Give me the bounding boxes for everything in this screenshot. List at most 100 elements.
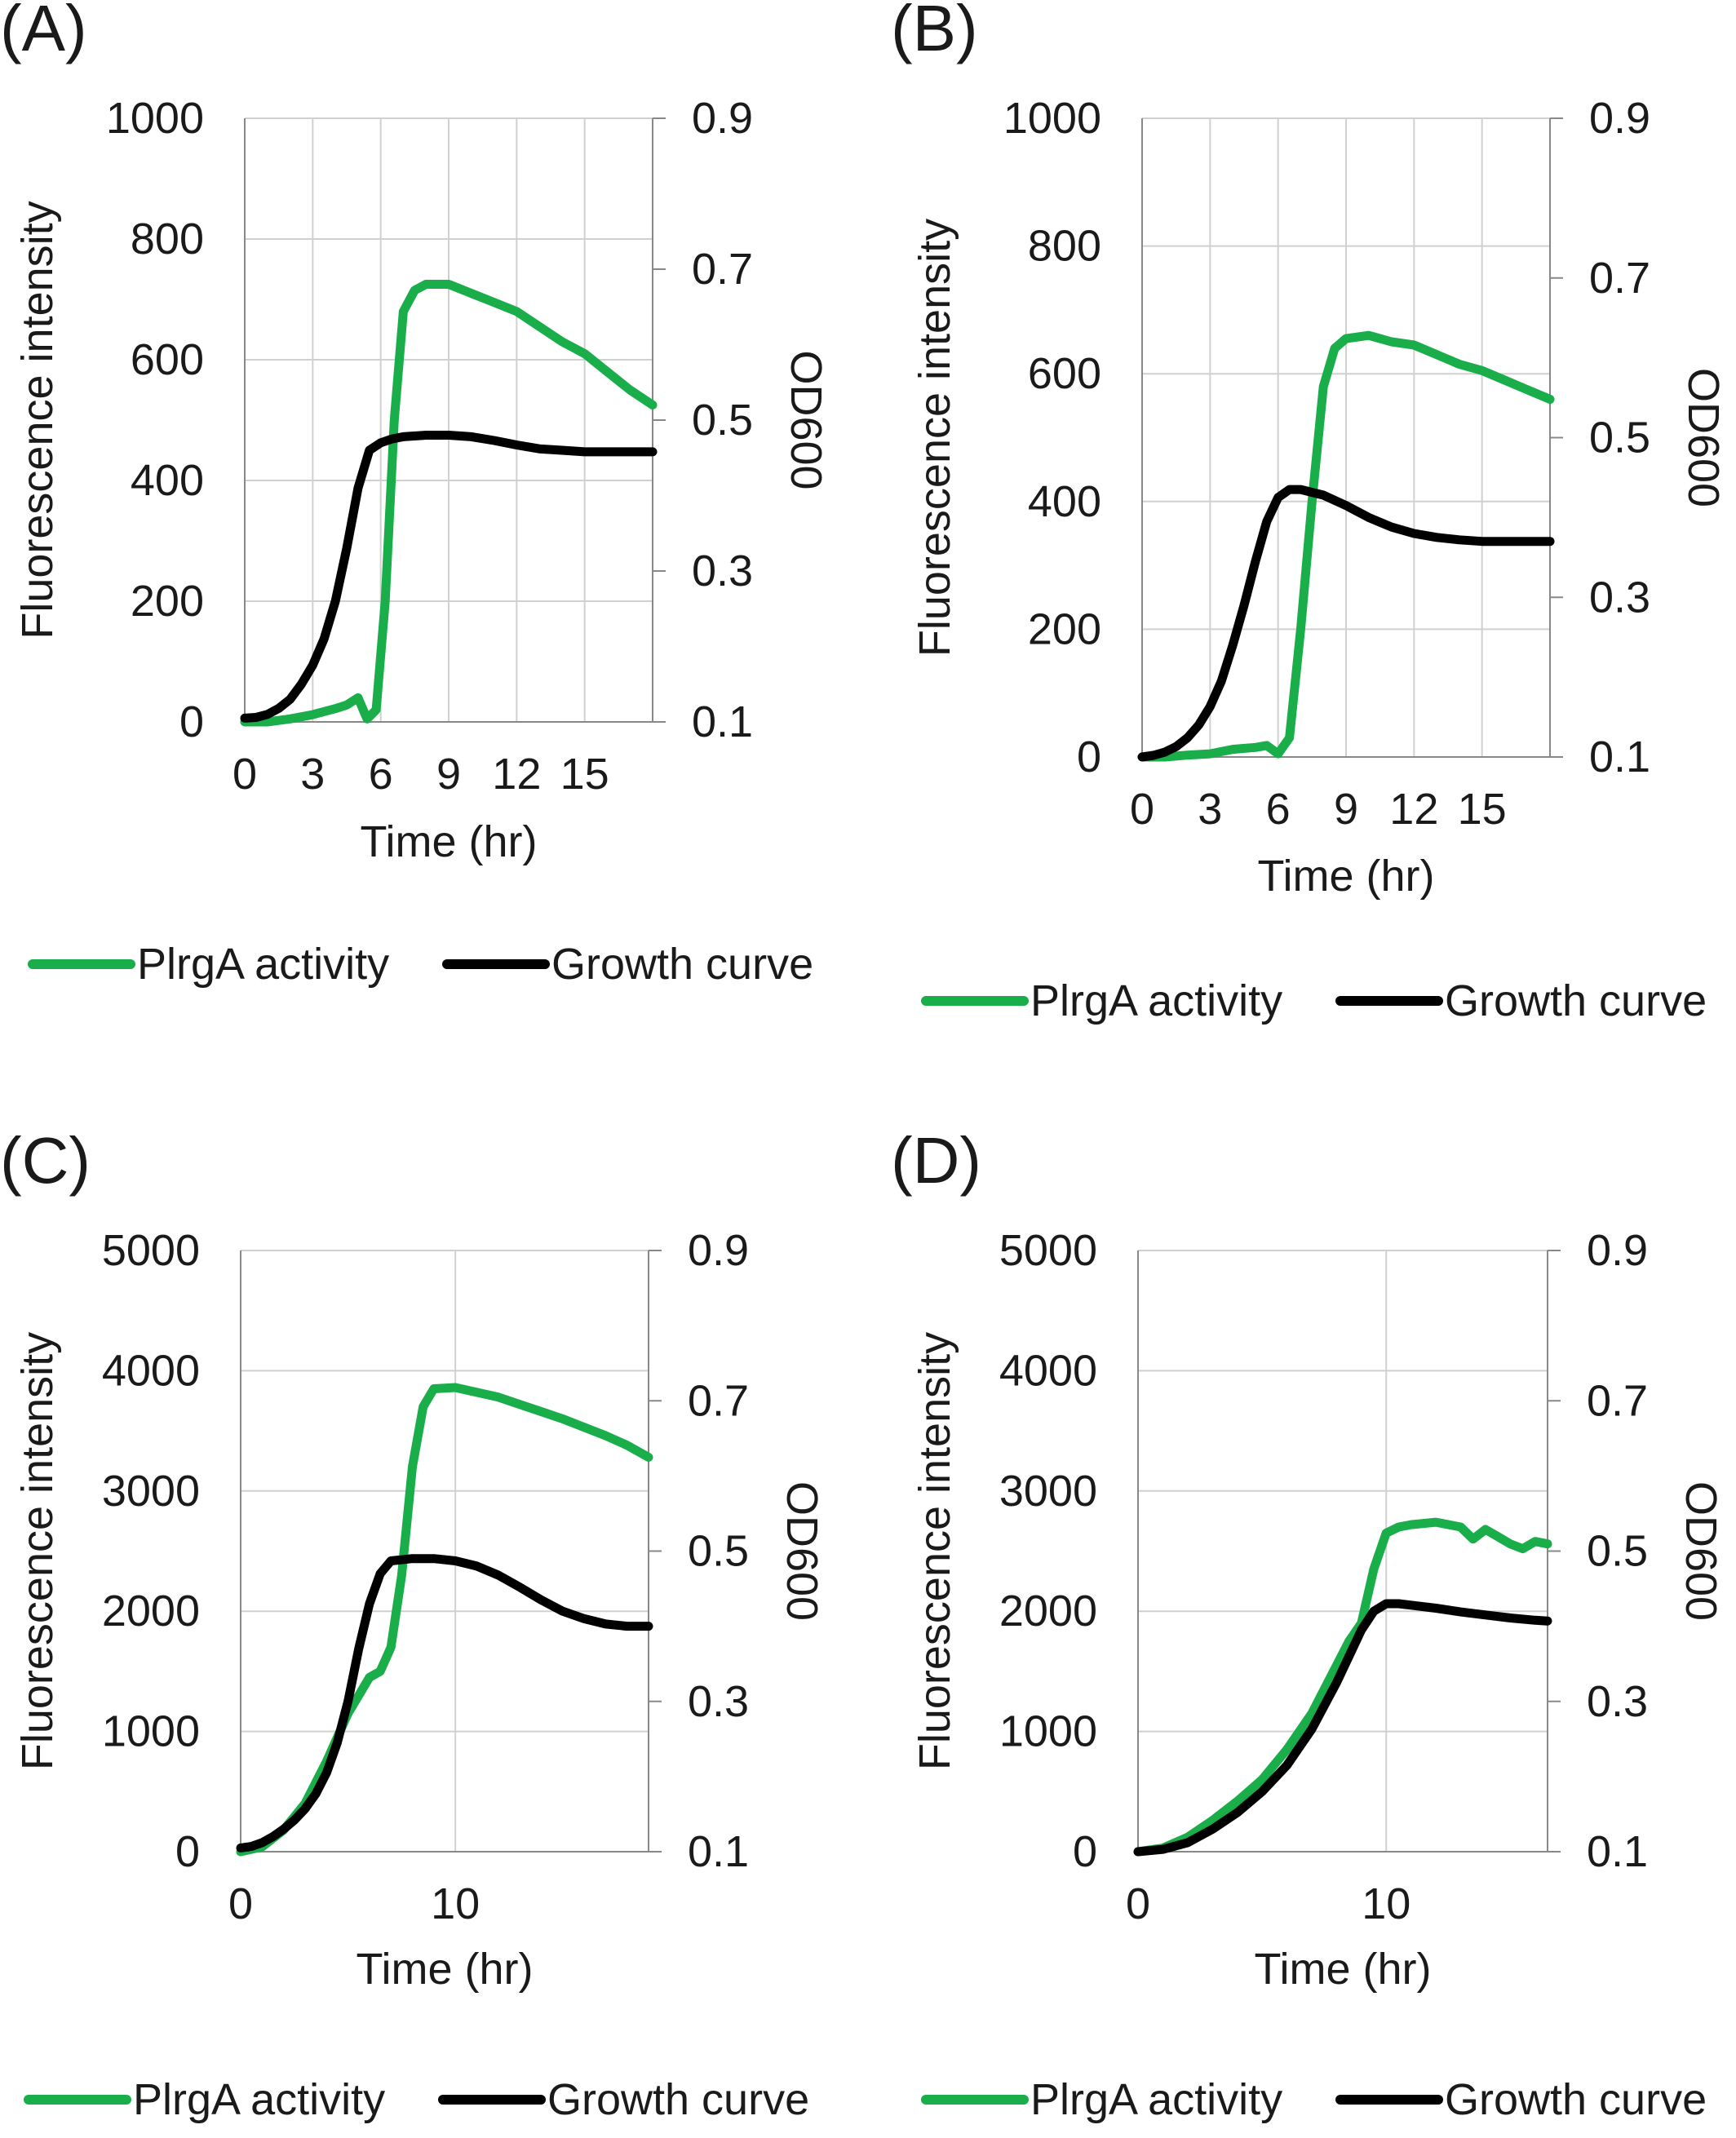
y2-tick-label: 0.5 bbox=[692, 396, 753, 445]
series-line-growth bbox=[1137, 485, 1555, 762]
series-line-plrga bbox=[236, 1383, 653, 1857]
legend-label: Growth curve bbox=[547, 2075, 809, 2124]
x-tick-label: 10 bbox=[431, 1879, 480, 1928]
chart-panel-2: (C) 0 1000 2000 3000 4000 5000 0.1 0.3 0.5 0.7 0.9 0… bbox=[0, 1124, 826, 2124]
legend: PlrgA activity Growth curve bbox=[921, 976, 1707, 1025]
x-tick-label: 0 bbox=[1126, 1879, 1150, 1928]
y2-tick-label: 0.9 bbox=[688, 1226, 749, 1275]
y2-tick-label: 0.5 bbox=[1589, 414, 1650, 463]
legend-label: Growth curve bbox=[1445, 976, 1707, 1025]
x-axis-title: Time (hr) bbox=[1258, 852, 1435, 901]
y-tick-label: 3000 bbox=[102, 1467, 200, 1516]
y-tick-label: 4000 bbox=[102, 1346, 200, 1395]
y-tick-label: 2000 bbox=[999, 1587, 1097, 1636]
y2-tick-label: 0.5 bbox=[688, 1527, 749, 1576]
legend-label: Growth curve bbox=[551, 940, 813, 989]
x-tick-label: 12 bbox=[492, 750, 541, 799]
x-tick-label: 0 bbox=[228, 1879, 253, 1928]
y-tick-label: 200 bbox=[131, 577, 204, 626]
y-tick-label: 5000 bbox=[999, 1226, 1097, 1275]
y-tick-label: 800 bbox=[131, 215, 204, 263]
y2-tick-label: 0.7 bbox=[692, 245, 753, 294]
legend-label: PlrgA activity bbox=[137, 940, 389, 989]
series-line-plrga bbox=[1137, 330, 1555, 762]
y-tick-label: 4000 bbox=[999, 1346, 1097, 1395]
x-axis-title: Time (hr) bbox=[361, 817, 538, 866]
y2-tick-label: 0.3 bbox=[1589, 573, 1650, 622]
y-tick-label: 0 bbox=[1073, 1827, 1097, 1876]
x-tick-label: 3 bbox=[1198, 785, 1222, 834]
legend: PlrgA activity Growth curve bbox=[921, 2075, 1707, 2124]
x-tick-label: 6 bbox=[369, 750, 393, 799]
series-line-plrga bbox=[240, 280, 658, 727]
x-tick-label: 10 bbox=[1362, 1879, 1410, 1928]
x-tick-label: 0 bbox=[1130, 785, 1154, 834]
y2-axis-title: OD600 bbox=[777, 1481, 826, 1621]
chart-panel-3: (D) 0 1000 2000 3000 4000 5000 0.1 0.3 0.5 0.7 0.9 0… bbox=[891, 1124, 1725, 2124]
x-tick-label: 15 bbox=[560, 750, 609, 799]
series-line-growth bbox=[1133, 1599, 1552, 1857]
y2-tick-label: 0.1 bbox=[1587, 1827, 1648, 1876]
series-line-plrga bbox=[1133, 1517, 1552, 1857]
y-tick-label: 400 bbox=[131, 456, 204, 505]
y-axis-title: Fluorescence intensity bbox=[910, 1332, 959, 1770]
y-tick-label: 1000 bbox=[106, 94, 204, 143]
y2-tick-label: 0.5 bbox=[1587, 1527, 1648, 1576]
y-tick-label: 200 bbox=[1028, 604, 1101, 653]
y2-tick-label: 0.9 bbox=[692, 94, 753, 143]
y-tick-label: 0 bbox=[175, 1827, 200, 1876]
y2-tick-label: 0.7 bbox=[1587, 1376, 1648, 1425]
panel-label: (D) bbox=[891, 1124, 981, 1197]
y2-tick-label: 0.1 bbox=[692, 697, 753, 746]
y2-tick-label: 0.1 bbox=[688, 1827, 749, 1876]
y2-tick-label: 0.7 bbox=[1589, 254, 1650, 303]
y-tick-label: 600 bbox=[1028, 349, 1101, 398]
panel-label: (B) bbox=[891, 0, 978, 64]
x-tick-label: 12 bbox=[1389, 785, 1438, 834]
y-tick-label: 1000 bbox=[102, 1707, 200, 1756]
y-tick-label: 3000 bbox=[999, 1467, 1097, 1516]
y-tick-label: 600 bbox=[131, 335, 204, 384]
panel-label: (A) bbox=[0, 0, 87, 64]
series-line-growth bbox=[240, 431, 658, 723]
y-tick-label: 2000 bbox=[102, 1587, 200, 1636]
legend-label: PlrgA activity bbox=[133, 2075, 385, 2124]
y2-tick-label: 0.9 bbox=[1587, 1226, 1648, 1275]
legend: PlrgA activity Growth curve bbox=[24, 2075, 809, 2124]
y2-tick-label: 0.1 bbox=[1589, 733, 1650, 781]
legend: PlrgA activity Growth curve bbox=[28, 940, 813, 989]
y-tick-label: 800 bbox=[1028, 222, 1101, 271]
x-tick-label: 0 bbox=[232, 750, 257, 799]
legend-label: PlrgA activity bbox=[1030, 2075, 1282, 2124]
legend-label: Growth curve bbox=[1445, 2075, 1707, 2124]
y2-tick-label: 0.9 bbox=[1589, 94, 1650, 143]
y-tick-label: 0 bbox=[1077, 733, 1101, 781]
x-tick-label: 9 bbox=[1334, 785, 1358, 834]
y-tick-label: 1000 bbox=[999, 1707, 1097, 1756]
panel-label: (C) bbox=[0, 1124, 91, 1197]
y2-axis-title: OD600 bbox=[782, 350, 830, 489]
y-tick-label: 400 bbox=[1028, 477, 1101, 526]
x-axis-title: Time (hr) bbox=[1255, 1945, 1432, 1994]
y-tick-label: 0 bbox=[179, 697, 204, 746]
y-axis-title: Fluorescence intensity bbox=[910, 219, 959, 657]
y2-axis-title: OD600 bbox=[1679, 368, 1728, 507]
x-tick-label: 15 bbox=[1458, 785, 1507, 834]
x-tick-label: 3 bbox=[300, 750, 325, 799]
legend-label: PlrgA activity bbox=[1030, 976, 1282, 1025]
x-tick-label: 9 bbox=[436, 750, 461, 799]
y2-tick-label: 0.3 bbox=[688, 1677, 749, 1726]
y-axis-title: Fluorescence intensity bbox=[13, 201, 62, 639]
y2-tick-label: 0.7 bbox=[688, 1376, 749, 1425]
y2-axis-title: OD600 bbox=[1676, 1481, 1725, 1621]
y2-tick-label: 0.3 bbox=[1587, 1677, 1648, 1726]
y-tick-label: 5000 bbox=[102, 1226, 200, 1275]
x-axis-title: Time (hr) bbox=[356, 1945, 534, 1994]
y2-tick-label: 0.3 bbox=[692, 547, 753, 595]
y-axis-title: Fluorescence intensity bbox=[13, 1332, 62, 1770]
y-tick-label: 1000 bbox=[1003, 94, 1101, 143]
x-tick-label: 6 bbox=[1266, 785, 1291, 834]
